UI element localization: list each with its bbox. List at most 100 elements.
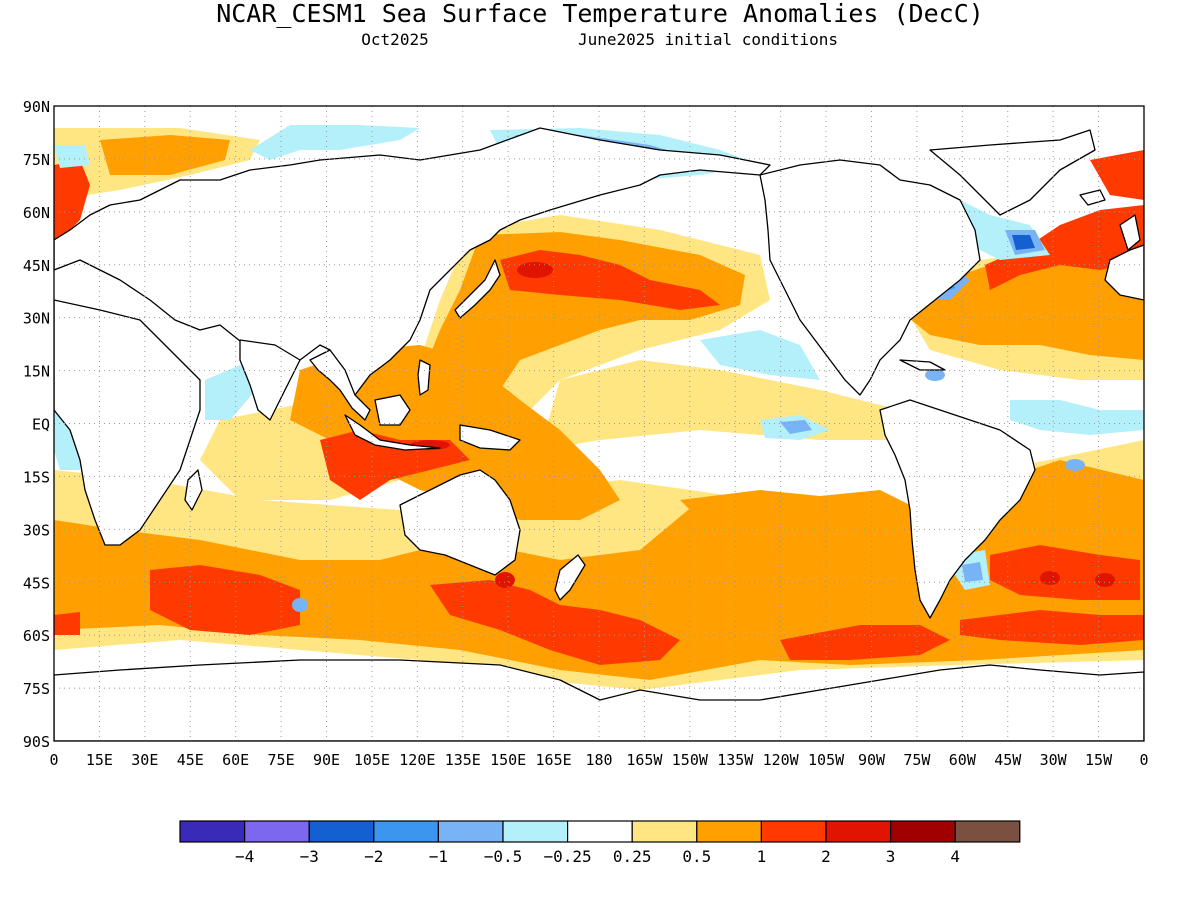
valid-month-label: Oct2025 bbox=[361, 30, 428, 49]
colorbar-swatch bbox=[566, 820, 633, 843]
longitude-tick-label: 165W bbox=[626, 751, 663, 769]
longitude-tick-label: 180 bbox=[585, 751, 612, 769]
colorbar-tick-label: −4 bbox=[235, 847, 254, 866]
colorbar-tick-label: 2 bbox=[821, 847, 831, 866]
land-philippines bbox=[417, 359, 431, 396]
continents bbox=[54, 127, 1144, 741]
longitude-tick-label: 135E bbox=[445, 751, 481, 769]
colorbar-swatch bbox=[696, 820, 762, 843]
longitude-tick-label: 120W bbox=[763, 751, 800, 769]
longitude-tick-label: 0 bbox=[1139, 751, 1148, 769]
land-australia bbox=[399, 469, 521, 576]
latitude-tick-label: 75N bbox=[23, 151, 50, 169]
anomaly-cool-arabian-sea bbox=[205, 365, 260, 420]
longitude-tick-label: 45E bbox=[177, 751, 204, 769]
map-frame bbox=[53, 105, 1145, 742]
anomaly-orange-east-pacific-south bbox=[680, 490, 900, 550]
anomaly-core-kuroshio bbox=[517, 262, 553, 278]
chart-title: NCAR_CESM1 Sea Surface Temperature Anoma… bbox=[216, 0, 984, 28]
longitude-tick-label: 60W bbox=[949, 751, 977, 769]
longitude-tick-label: 90W bbox=[858, 751, 886, 769]
colorbar-swatch bbox=[502, 820, 569, 843]
anomaly-orange-arctic-europe bbox=[100, 135, 230, 175]
longitude-tick-label: 105E bbox=[354, 751, 390, 769]
graticule bbox=[54, 106, 1144, 741]
anomaly-cool-tropical-atlantic bbox=[1010, 400, 1144, 435]
colorbar-tick-label: 0.25 bbox=[613, 847, 652, 866]
latitude-tick-label: 30N bbox=[23, 310, 50, 328]
colorbar-swatch bbox=[889, 820, 956, 843]
latitude-tick-label: 45N bbox=[23, 257, 50, 275]
longitude-tick-label: 150E bbox=[490, 751, 526, 769]
land-sumatra-java bbox=[344, 414, 441, 451]
land-borneo bbox=[374, 394, 411, 426]
colorbar-swatch bbox=[308, 820, 375, 843]
anomaly-cool-east-pacific bbox=[700, 330, 820, 380]
longitude-tick-label: 135W bbox=[717, 751, 754, 769]
anomaly-red-north-atlantic bbox=[985, 205, 1144, 290]
colorbar-tick-label: −2 bbox=[364, 847, 383, 866]
land-greenland bbox=[929, 129, 1096, 216]
anomaly-red-arctic-east bbox=[1090, 150, 1144, 200]
anomaly-red-south-indian bbox=[150, 565, 300, 635]
colorbar-tick-label: 1 bbox=[757, 847, 767, 866]
anomaly-cool-caribbean bbox=[925, 369, 945, 381]
latitude-tick-label: 90N bbox=[23, 98, 50, 116]
longitude-tick-label: 15E bbox=[86, 751, 113, 769]
anomaly-red-south-of-australia bbox=[430, 580, 680, 665]
latitude-tick-label: 90S bbox=[23, 733, 50, 751]
land-north-america bbox=[759, 159, 981, 396]
anomaly-orange-west-pacific-warm-pool bbox=[290, 345, 620, 520]
land-africa bbox=[54, 299, 201, 546]
land-cuba bbox=[899, 359, 946, 371]
latitude-tick-label: 30S bbox=[23, 521, 50, 539]
longitude-tick-label: 105W bbox=[808, 751, 845, 769]
anomaly-cool-south-atlantic-west-core bbox=[962, 562, 983, 582]
land-antarctica bbox=[54, 659, 1144, 741]
colorbar-labels: −4 −3 −2 −1 −0.5 −0.25 0.25 0.5 1 2 3 4 bbox=[235, 847, 960, 866]
land-south-america bbox=[879, 399, 1036, 619]
longitude-tick-label: 15W bbox=[1085, 751, 1113, 769]
latitude-labels: 90N 75N 60N 45N 30N 15N EQ 15S 30S 45S 60S 75S 90S bbox=[23, 98, 50, 751]
colorbar-swatch bbox=[373, 820, 439, 843]
colorbar-swatch bbox=[825, 820, 892, 843]
anomaly-cool-greenland-core bbox=[1012, 235, 1035, 250]
colorbar-swatch bbox=[244, 820, 310, 843]
anomaly-red-southeast-pacific bbox=[780, 625, 950, 660]
latitude-tick-label: 15N bbox=[23, 363, 50, 381]
latitude-tick-label: 60N bbox=[23, 204, 50, 222]
land-new-guinea bbox=[459, 424, 521, 451]
longitude-tick-label: 30W bbox=[1040, 751, 1068, 769]
colorbar-tick-label: −3 bbox=[300, 847, 319, 866]
colorbar-tick-label: 0.5 bbox=[682, 847, 711, 866]
latitude-tick-label: 15S bbox=[23, 468, 50, 486]
longitude-tick-label: 0 bbox=[49, 751, 58, 769]
anomaly-core-south-australia bbox=[495, 572, 515, 588]
land-new-zealand bbox=[554, 554, 586, 601]
land-europe-west bbox=[1104, 244, 1144, 301]
longitude-tick-label: 30E bbox=[131, 751, 158, 769]
longitude-tick-label: 120E bbox=[399, 751, 435, 769]
colorbar-swatch bbox=[760, 820, 827, 843]
colorbar-tick-label: 3 bbox=[886, 847, 896, 866]
colorbar-tick-label: 4 bbox=[950, 847, 960, 866]
colorbar-swatch bbox=[631, 820, 698, 843]
colorbar-tick-label: −0.25 bbox=[544, 847, 592, 866]
anomaly-cool-tropical-atlantic-spot bbox=[1065, 459, 1085, 471]
latitude-tick-label: 75S bbox=[23, 680, 50, 698]
land-madagascar bbox=[184, 469, 203, 511]
longitude-tick-label: 165E bbox=[536, 751, 572, 769]
latitude-tick-label: 45S bbox=[23, 574, 50, 592]
longitude-tick-label: 90E bbox=[313, 751, 340, 769]
land-uk bbox=[1119, 214, 1141, 251]
colorbar-swatch bbox=[954, 820, 1021, 843]
longitude-tick-label: 75E bbox=[268, 751, 295, 769]
anomaly-core-south-atlantic-1 bbox=[1040, 571, 1060, 585]
latitude-tick-label: EQ bbox=[32, 416, 50, 434]
colorbar-swatch bbox=[179, 820, 246, 843]
longitude-tick-label: 45W bbox=[994, 751, 1022, 769]
anomaly-cool-arctic-greenland bbox=[54, 145, 90, 168]
longitude-tick-label: 150W bbox=[672, 751, 709, 769]
